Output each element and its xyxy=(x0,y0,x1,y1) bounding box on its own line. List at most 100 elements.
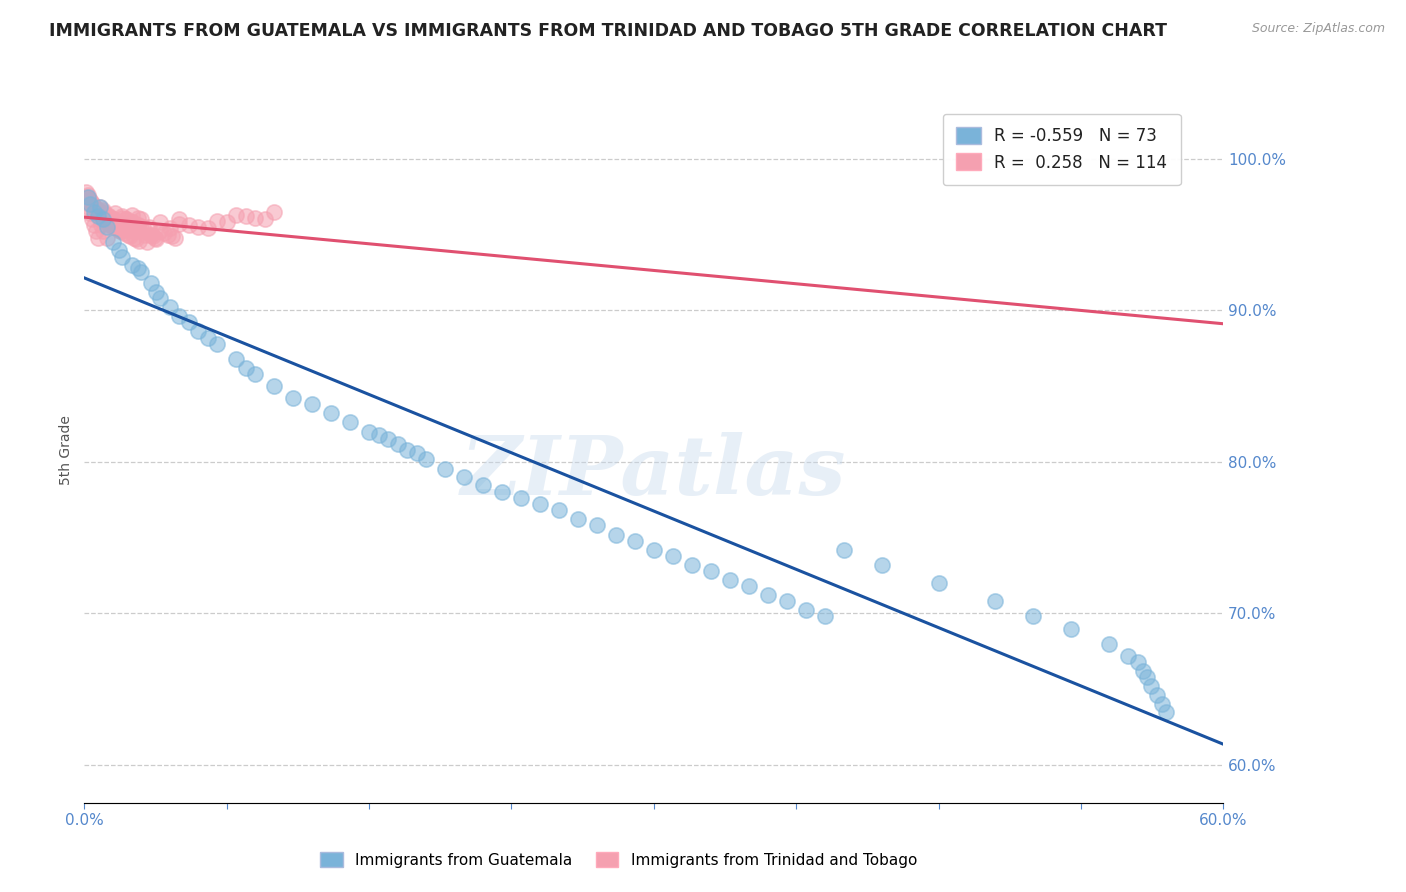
Point xyxy=(96,215,118,229)
Point xyxy=(253,212,276,227)
Text: Source: ZipAtlas.com: Source: ZipAtlas.com xyxy=(1251,22,1385,36)
Point xyxy=(1136,670,1159,684)
Point xyxy=(794,603,817,617)
Point xyxy=(225,351,247,366)
Point xyxy=(86,230,108,244)
Point xyxy=(111,210,134,224)
Point xyxy=(89,208,111,222)
Point xyxy=(359,425,381,439)
Point xyxy=(124,232,146,246)
Point xyxy=(1156,705,1178,719)
Point xyxy=(756,588,779,602)
Point xyxy=(156,227,179,242)
Point xyxy=(984,594,1007,608)
Point xyxy=(643,542,665,557)
Point xyxy=(77,189,100,203)
Point xyxy=(235,210,257,224)
Point xyxy=(105,221,128,235)
Point xyxy=(93,212,115,227)
Point xyxy=(586,518,609,533)
Point xyxy=(142,229,165,244)
Point xyxy=(121,215,143,229)
Point xyxy=(1152,698,1174,712)
Point xyxy=(1140,679,1163,693)
Point xyxy=(101,235,124,249)
Point xyxy=(89,200,111,214)
Point xyxy=(94,210,117,224)
Point xyxy=(134,227,156,242)
Point xyxy=(681,558,703,572)
Point xyxy=(86,206,108,220)
Point xyxy=(136,235,159,249)
Point xyxy=(529,497,551,511)
Point xyxy=(96,219,118,234)
Point xyxy=(121,208,143,222)
Point xyxy=(1060,622,1083,636)
Point xyxy=(207,336,229,351)
Point xyxy=(149,225,172,239)
Point xyxy=(75,185,97,199)
Point xyxy=(86,203,108,218)
Point xyxy=(86,210,108,224)
Point xyxy=(100,211,122,225)
Legend: R = -0.559   N = 73, R =  0.258   N = 114: R = -0.559 N = 73, R = 0.258 N = 114 xyxy=(942,113,1181,185)
Point xyxy=(90,211,112,225)
Point xyxy=(107,243,129,257)
Point xyxy=(700,564,723,578)
Point xyxy=(215,215,238,229)
Point xyxy=(339,416,361,430)
Point xyxy=(75,189,97,203)
Point xyxy=(107,223,129,237)
Point xyxy=(107,219,129,233)
Point xyxy=(90,210,112,224)
Point xyxy=(814,609,837,624)
Point xyxy=(121,215,143,229)
Point xyxy=(127,219,149,233)
Point xyxy=(145,285,167,299)
Point xyxy=(101,215,124,229)
Point xyxy=(510,491,533,506)
Point xyxy=(105,214,128,228)
Point xyxy=(624,533,647,548)
Point xyxy=(83,219,105,233)
Point xyxy=(79,194,101,209)
Y-axis label: 5th Grade: 5th Grade xyxy=(59,416,73,485)
Point xyxy=(84,203,107,218)
Point xyxy=(738,579,761,593)
Point xyxy=(197,221,219,235)
Point xyxy=(131,265,153,279)
Point xyxy=(1126,655,1149,669)
Point xyxy=(100,219,122,233)
Point xyxy=(169,310,191,324)
Point xyxy=(1022,609,1045,624)
Point xyxy=(149,215,172,229)
Point xyxy=(117,219,139,234)
Point xyxy=(96,208,118,222)
Point xyxy=(115,219,138,234)
Point xyxy=(86,204,108,219)
Point xyxy=(776,594,799,608)
Point xyxy=(159,300,181,314)
Point xyxy=(101,219,124,234)
Point xyxy=(434,462,457,476)
Point xyxy=(80,197,103,211)
Point xyxy=(118,221,141,235)
Point xyxy=(283,391,305,405)
Point xyxy=(110,217,132,231)
Point xyxy=(127,260,149,275)
Point xyxy=(75,194,97,209)
Point xyxy=(207,214,229,228)
Point xyxy=(83,200,105,214)
Point xyxy=(321,406,343,420)
Point xyxy=(1146,688,1168,702)
Point xyxy=(80,212,103,227)
Point xyxy=(98,217,121,231)
Point xyxy=(197,330,219,344)
Point xyxy=(89,212,111,227)
Point xyxy=(90,206,112,220)
Point xyxy=(225,208,247,222)
Point xyxy=(139,227,162,242)
Point xyxy=(112,219,135,233)
Point xyxy=(104,214,127,228)
Point xyxy=(83,204,105,219)
